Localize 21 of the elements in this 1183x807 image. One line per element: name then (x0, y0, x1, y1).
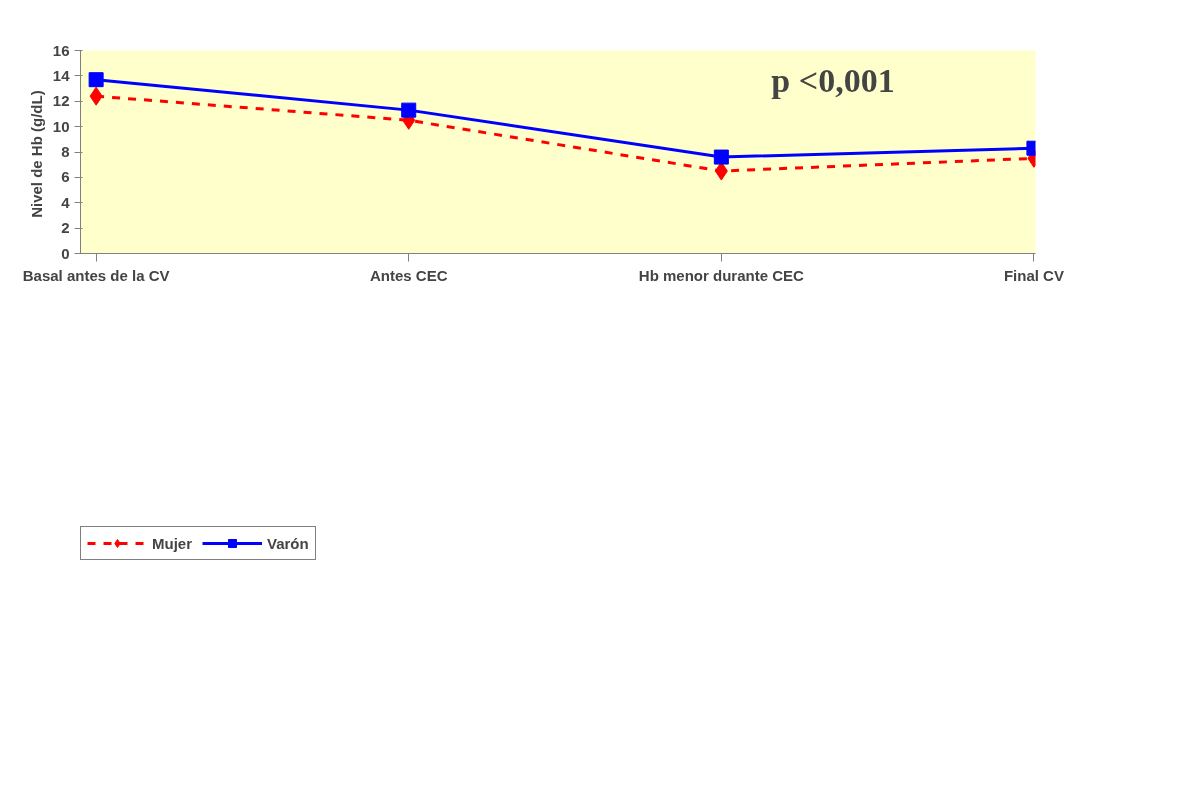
y-tick-label: 10 (52, 117, 70, 135)
y-tick-label: 14 (52, 66, 71, 84)
point (713, 149, 729, 165)
y-tick-label: 2 (61, 219, 70, 237)
legend-label: Varón (267, 534, 309, 552)
point (401, 102, 417, 118)
y-axis-title: Nivel de Hb (g/dL) (27, 90, 45, 218)
annotation: p <0,001 (771, 62, 895, 100)
x-tick-label: Hb menor durante CEC (638, 266, 805, 284)
x-tick-label: Basal antes de la CV (22, 266, 170, 284)
y-tick-label: 4 (61, 193, 71, 211)
legend-label: Mujer (152, 534, 193, 552)
point (88, 72, 104, 88)
point (89, 86, 103, 106)
y-tick-label: 8 (61, 143, 70, 160)
y-tick-label: 6 (61, 168, 70, 186)
x-tick-label: Final CV (1003, 266, 1064, 284)
y-tick-label: 0 (61, 244, 70, 262)
y-tick-label: 16 (52, 41, 70, 59)
y-tick-label: 12 (52, 92, 70, 110)
x-tick-label: Antes CEC (369, 266, 448, 284)
